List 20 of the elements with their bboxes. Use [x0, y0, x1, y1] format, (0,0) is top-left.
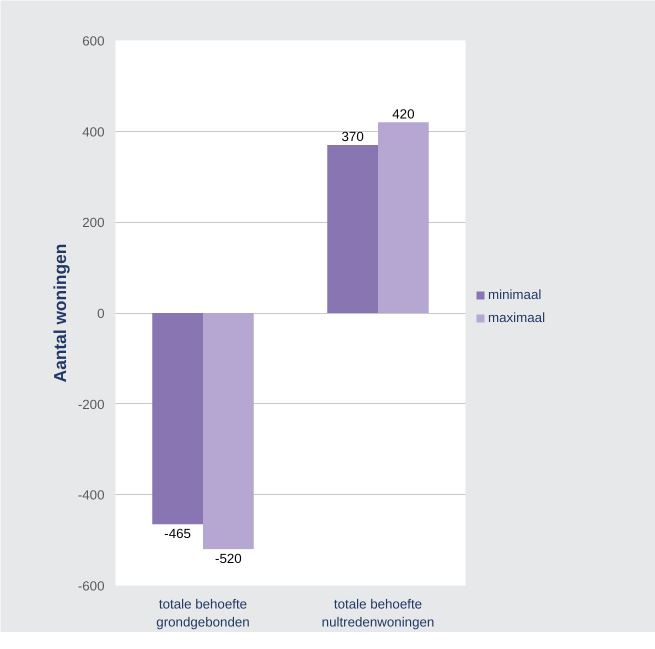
- bar: [378, 122, 429, 313]
- y-tick-label: -600: [78, 578, 105, 594]
- y-axis-title: Aantal woningen: [50, 244, 70, 382]
- y-tick-label: 0: [97, 306, 105, 321]
- data-label: 370: [342, 128, 364, 144]
- data-label: 420: [392, 106, 415, 122]
- bar: [327, 144, 378, 313]
- legend-label: minimaal: [488, 287, 542, 302]
- x-tick-label: totale behoefte nultredenwoningen: [322, 596, 434, 630]
- y-tick-label: -200: [78, 396, 105, 412]
- y-tick-label: 200: [82, 215, 105, 230]
- y-tick-label: 600: [82, 34, 105, 48]
- data-label: -465: [164, 526, 191, 542]
- bar: [152, 313, 203, 524]
- y-tick-label: -400: [78, 488, 105, 503]
- bar: [203, 313, 254, 550]
- y-tick-label: 400: [82, 124, 105, 140]
- legend-label: maximaal: [488, 310, 546, 325]
- x-tick-label: totale behoefte grondgebonden: [156, 596, 250, 630]
- data-label: -520: [215, 551, 242, 566]
